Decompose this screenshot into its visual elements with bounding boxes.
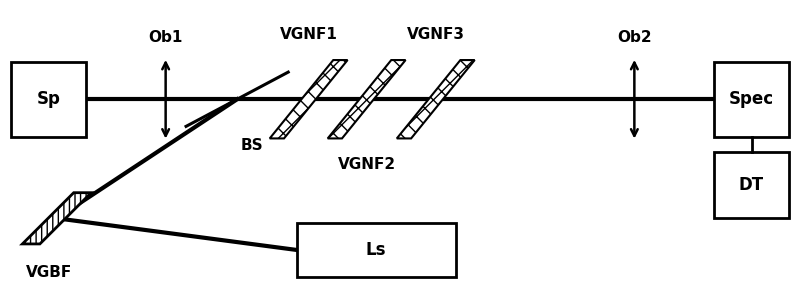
Text: DT: DT: [739, 176, 764, 194]
Bar: [10, 62, 86, 137]
Text: VGNF1: VGNF1: [280, 27, 338, 42]
Bar: [714, 62, 790, 137]
Text: Sp: Sp: [37, 90, 60, 108]
Text: BS: BS: [241, 138, 264, 154]
Text: Ob1: Ob1: [149, 30, 183, 45]
Polygon shape: [22, 193, 91, 244]
Polygon shape: [270, 60, 347, 138]
Text: Ls: Ls: [366, 241, 386, 259]
Text: VGNF2: VGNF2: [338, 157, 396, 172]
Text: VGBF: VGBF: [26, 265, 72, 280]
Text: Ob2: Ob2: [617, 30, 652, 45]
Bar: [714, 152, 790, 218]
Polygon shape: [328, 60, 406, 138]
Bar: [297, 223, 456, 277]
Text: Spec: Spec: [729, 90, 774, 108]
Polygon shape: [397, 60, 474, 138]
Text: VGNF3: VGNF3: [406, 27, 465, 42]
